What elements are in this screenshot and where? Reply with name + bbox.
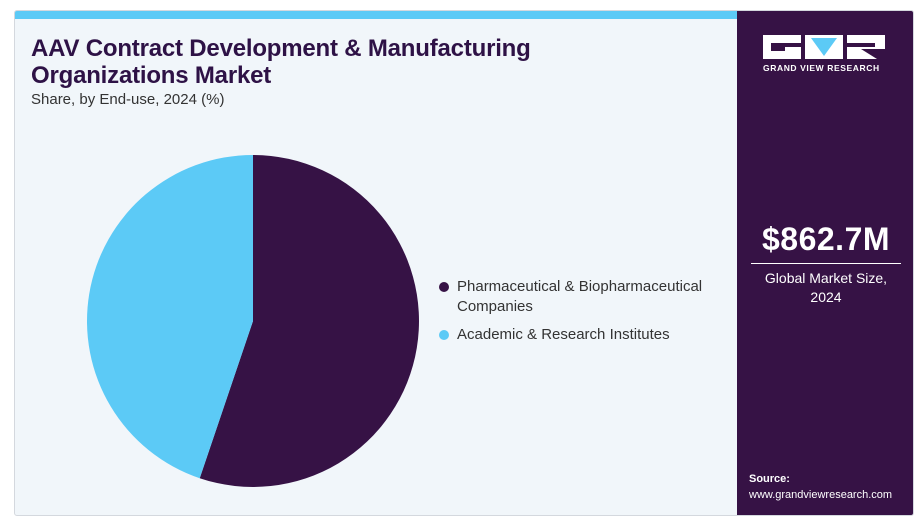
- market-size-caption: Global Market Size, 2024: [737, 269, 913, 307]
- sidebar-panel: GRAND VIEW RESEARCH $862.7M Global Marke…: [737, 11, 913, 515]
- legend-swatch-2: [439, 330, 449, 340]
- pie-chart: [87, 155, 420, 488]
- source-label: Source:: [749, 473, 790, 485]
- chart-title: AAV Contract Development & Manufacturing…: [31, 35, 531, 89]
- chart-panel: AAV Contract Development & Manufacturing…: [15, 11, 737, 515]
- market-size-caption-line1: Global Market Size,: [764, 270, 888, 286]
- legend-item-1: Pharmaceutical & Biopharmaceutical Compa…: [439, 277, 729, 317]
- logo-text: GRAND VIEW RESEARCH: [763, 63, 880, 73]
- legend-swatch-1: [439, 282, 449, 292]
- logo-mark-r: [847, 35, 885, 59]
- logo-mark-v: [805, 35, 843, 59]
- pie-slice-1: [199, 155, 420, 488]
- chart-card: AAV Contract Development & Manufacturing…: [14, 10, 914, 516]
- logo-mark-g: [763, 35, 801, 59]
- grand-view-research-logo: GRAND VIEW RESEARCH: [763, 35, 889, 73]
- market-size-caption-line2: 2024: [810, 289, 842, 305]
- chart-legend: Pharmaceutical & Biopharmaceutical Compa…: [439, 277, 729, 353]
- chart-subtitle: Share, by End-use, 2024 (%): [31, 91, 225, 108]
- market-size-value: $862.7M: [761, 221, 891, 257]
- legend-label-1: Pharmaceutical & Biopharmaceutical Compa…: [457, 278, 703, 315]
- divider: [751, 263, 901, 264]
- legend-label-2: Academic & Research Institutes: [457, 326, 670, 343]
- legend-item-2: Academic & Research Institutes: [439, 325, 729, 345]
- source-url[interactable]: www.grandviewresearch.com: [749, 489, 893, 501]
- accent-bar: [15, 11, 737, 19]
- pie-slice-2: [87, 155, 253, 479]
